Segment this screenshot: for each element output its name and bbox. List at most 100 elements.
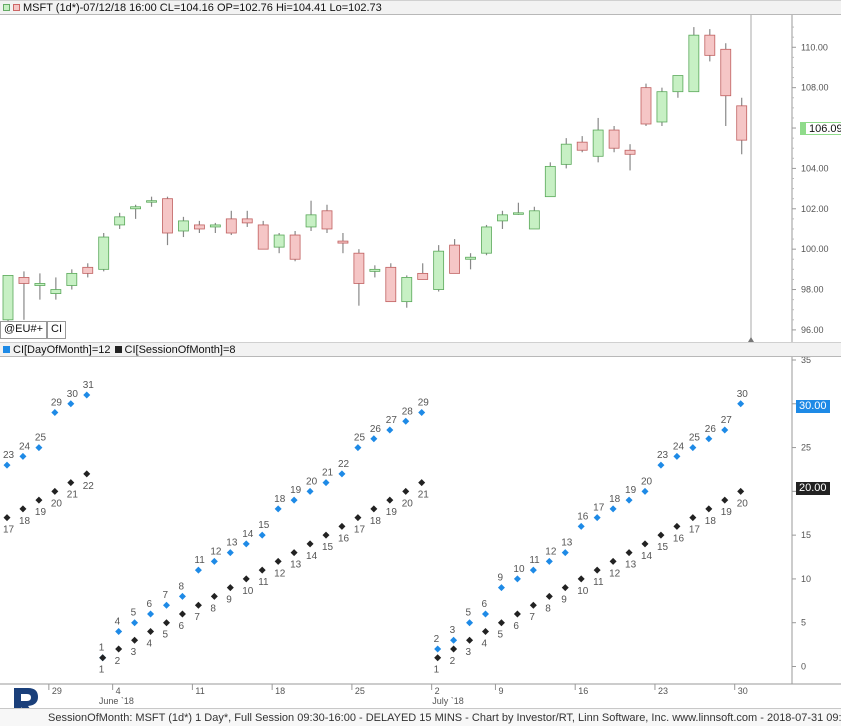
time-tick-label: 11 (195, 686, 204, 696)
session-of-month-point (545, 592, 553, 600)
time-tick-label: 16 (578, 686, 588, 696)
session-of-month-label: 6 (178, 621, 184, 632)
candle-body (209, 224, 221, 228)
session-of-month-label: 8 (545, 603, 551, 614)
candle-body (273, 234, 285, 248)
session-of-month-point (83, 470, 91, 478)
status-text: SessionOfMonth: MSFT (1d*) 1 Day*, Full … (48, 711, 841, 724)
day-of-month-point (147, 610, 155, 618)
day-of-month-label: 24 (673, 441, 685, 452)
day-of-month-point (83, 391, 91, 399)
day-of-month-label: 25 (354, 433, 366, 444)
session-of-month-point (577, 575, 585, 583)
time-tick-label: 2 (435, 686, 440, 696)
session-of-month-point (673, 522, 681, 530)
session-of-month-label: 20 (402, 498, 414, 509)
session-of-month-point (163, 619, 170, 627)
session-of-month-label: 16 (673, 533, 685, 544)
candle-body (18, 277, 30, 284)
candle-body (576, 141, 588, 151)
day-of-month-point (178, 592, 186, 600)
symbol-input[interactable]: @EU#+ (0, 321, 47, 339)
session-of-month-point (386, 496, 394, 504)
day-of-month-point (482, 610, 489, 618)
day-of-month-label: 25 (689, 433, 701, 444)
session-of-month-point (35, 496, 43, 504)
candle-body (50, 289, 62, 294)
ci-series1-label: CI[DayOfMonth]=12 (13, 343, 111, 356)
session-of-month-label: 14 (306, 551, 318, 562)
candle-body (289, 234, 301, 260)
day-of-month-label: 17 (593, 503, 605, 514)
session-of-month-point (226, 584, 234, 592)
day-of-month-label: 12 (545, 546, 557, 557)
session-of-month-label: 18 (705, 516, 717, 527)
day-of-month-point (657, 461, 665, 469)
candle-body (720, 48, 732, 97)
day-of-month-point (529, 566, 537, 574)
candle-body (321, 210, 333, 230)
day-of-month-point (338, 470, 346, 478)
day-of-month-label: 4 (115, 616, 121, 627)
day-of-month-point (131, 619, 139, 627)
black-series-square (114, 346, 122, 353)
time-tick-label: 25 (355, 686, 365, 696)
session-of-month-point (370, 505, 378, 513)
session-of-month-label: 2 (450, 656, 456, 667)
day-of-month-point (609, 505, 617, 513)
time-tick-label: 23 (658, 686, 668, 696)
legend-up-square (3, 4, 10, 11)
ci-button[interactable]: CI (47, 321, 66, 339)
candle-body (592, 129, 604, 157)
session-of-month-label: 1 (99, 665, 105, 676)
candle-body (114, 216, 126, 226)
day-of-month-point (115, 627, 123, 635)
day-of-month-label: 20 (306, 476, 318, 487)
day-of-month-point (163, 601, 170, 609)
ci-tick-label: 35 (801, 355, 811, 365)
candle-body (624, 149, 636, 155)
candle-body (656, 91, 668, 123)
session-of-month-label: 5 (163, 630, 169, 641)
session-of-month-label: 17 (689, 525, 701, 536)
day-of-month-point (51, 409, 59, 417)
session-of-month-point (513, 610, 521, 618)
session-of-month-label: 15 (322, 542, 334, 553)
day-of-month-point (593, 514, 601, 522)
session-of-month-point (657, 531, 665, 539)
day-of-month-point (450, 636, 458, 644)
day-of-month-label: 13 (561, 538, 573, 549)
session-of-month-point (737, 487, 745, 495)
candle-body (513, 212, 524, 215)
price-tick-label: 108.00 (801, 83, 829, 93)
session-of-month-point (67, 479, 75, 487)
day-of-month-point (561, 549, 569, 557)
time-tick-label: 18 (275, 686, 285, 696)
candle-body (178, 220, 189, 232)
day-of-month-label: 29 (418, 398, 430, 409)
session-of-month-label: 19 (721, 507, 733, 518)
time-tick-label: 9 (498, 686, 503, 696)
session-of-month-point (529, 601, 537, 609)
session-of-month-label: 17 (354, 525, 366, 536)
cursor-marker (748, 337, 754, 342)
day-of-month-label: 9 (497, 573, 503, 584)
session-of-month-label: 20 (737, 498, 749, 509)
day-of-month-point (737, 400, 745, 408)
day-of-month-label: 21 (322, 468, 334, 479)
candle-body (417, 272, 429, 280)
session-of-month-label: 12 (609, 568, 621, 579)
day-of-month-label: 19 (290, 485, 302, 496)
day-of-month-point (577, 522, 585, 530)
day-of-month-point (689, 444, 697, 452)
session-of-month-point (306, 540, 314, 548)
day-of-month-point (290, 496, 298, 504)
session-of-month-point (51, 487, 59, 495)
session-of-month-point (131, 636, 139, 644)
ci-tick-label: 5 (801, 618, 806, 628)
session-of-month-label: 18 (19, 516, 31, 527)
session-of-month-point (99, 654, 107, 662)
price-tick-label: 98.00 (801, 285, 824, 295)
chart-canvas[interactable]: 96.0098.00100.00102.00104.00106.00108.00… (0, 0, 841, 708)
day-of-month-point (226, 549, 234, 557)
